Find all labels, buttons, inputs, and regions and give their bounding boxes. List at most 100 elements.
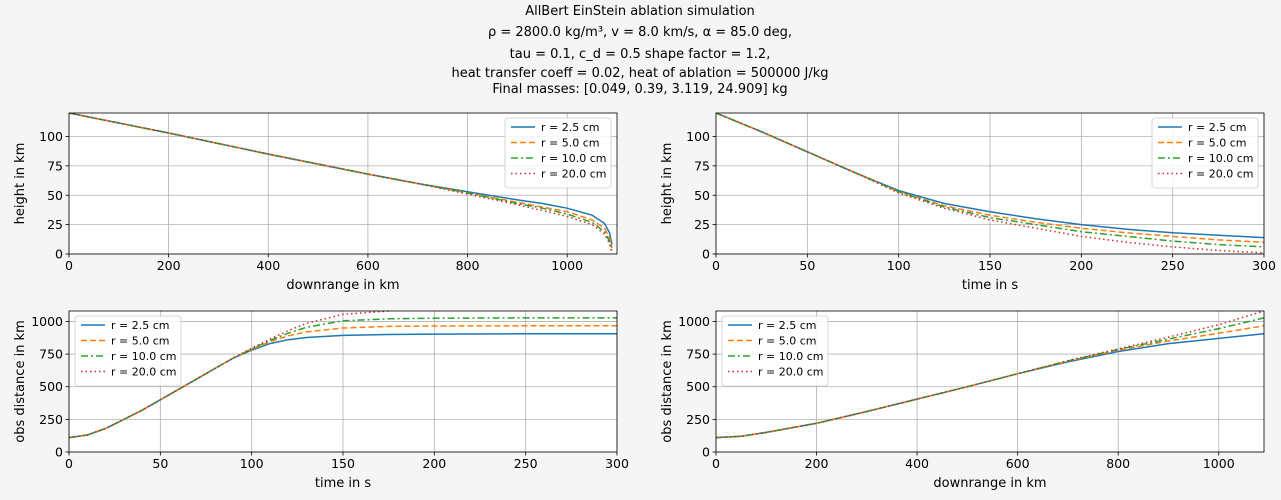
x-tick-label: 300	[605, 456, 629, 471]
y-tick-label: 750	[686, 347, 710, 362]
y-tick-label: 0	[702, 247, 710, 262]
suptitle: AllBert EinStein ablation simulation ρ =…	[451, 4, 828, 97]
x-tick-label: 200	[157, 258, 181, 273]
y-tick-label: 0	[55, 247, 63, 262]
x-tick-label: 50	[152, 456, 168, 471]
legend-label: r = 20.0 cm	[1188, 168, 1253, 181]
series-group	[716, 113, 1264, 254]
legend-label: r = 20.0 cm	[541, 168, 606, 181]
x-tick-label: 200	[805, 456, 829, 471]
series-line-20.0cm	[69, 113, 613, 253]
series-group	[69, 113, 613, 253]
x-tick-label: 0	[65, 258, 73, 273]
y-tick-label: 50	[694, 188, 710, 203]
y-tick-label: 1000	[31, 314, 63, 329]
y-axis-label: obs distance in km	[660, 320, 675, 443]
x-tick-label: 300	[1252, 258, 1276, 273]
legend-label: r = 20.0 cm	[758, 366, 823, 379]
series-line-20.0cm	[716, 311, 1264, 439]
x-tick-label: 1000	[1203, 456, 1235, 471]
legend-label: r = 5.0 cm	[541, 137, 600, 150]
legend-box	[504, 117, 612, 189]
legend-label: r = 5.0 cm	[758, 335, 817, 348]
series-line-20.0cm	[716, 113, 1264, 254]
x-tick-label: 100	[887, 258, 911, 273]
y-tick-label: 25	[694, 217, 710, 232]
x-tick-label: 0	[65, 456, 73, 471]
legend: r = 2.5 cm r = 5.0 cm r = 10.0 cm r = 20.0 …	[1151, 117, 1259, 189]
y-tick-label: 25	[47, 217, 63, 232]
legend-label: r = 5.0 cm	[111, 335, 170, 348]
y-axis-label: height in km	[13, 143, 28, 225]
legend-label: r = 20.0 cm	[111, 366, 176, 379]
x-tick-label: 150	[331, 456, 355, 471]
y-tick-label: 50	[47, 188, 63, 203]
y-tick-label: 0	[55, 445, 63, 460]
x-tick-label: 0	[712, 258, 720, 273]
legend-label: r = 10.0 cm	[1188, 152, 1253, 165]
legend-label: r = 10.0 cm	[111, 350, 176, 363]
legend-box	[1151, 117, 1259, 189]
chart-3: 0 50 100 150 200 250 300 0 250 500 750 1000 time in …	[13, 310, 629, 491]
legend: r = 2.5 cm r = 5.0 cm r = 10.0 cm r = 20.0 …	[721, 315, 829, 387]
x-tick-label: 1000	[551, 258, 583, 273]
y-tick-label: 0	[702, 445, 710, 460]
x-tick-label: 200	[422, 456, 446, 471]
x-tick-label: 800	[1106, 456, 1130, 471]
x-tick-label: 250	[1161, 258, 1185, 273]
series-group	[69, 311, 617, 439]
chart-4: 0 200 400 600 800 1000 0 250 500 750 1000 downrange…	[660, 310, 1265, 491]
legend-label: r = 2.5 cm	[541, 121, 600, 134]
legend-label: r = 5.0 cm	[1188, 137, 1247, 150]
y-tick-label: 100	[39, 129, 63, 144]
suptitle-line-1: AllBert EinStein ablation simulation	[525, 4, 755, 19]
series-group	[716, 311, 1264, 439]
chart-2: 0 50 100 150 200 250 300 0 25 50 75 100 time in s hei…	[660, 112, 1276, 293]
x-axis-label: time in s	[315, 476, 371, 491]
chart-1: 0 200 400 600 800 1000 0 25 50 75 100 downrange in …	[13, 112, 618, 293]
axes-frame	[715, 310, 1265, 453]
legend-label: r = 2.5 cm	[1188, 121, 1247, 134]
legend: r = 2.5 cm r = 5.0 cm r = 10.0 cm r = 20.0 …	[74, 315, 182, 387]
legend-label: r = 2.5 cm	[758, 319, 817, 332]
y-axis-label: obs distance in km	[13, 320, 28, 443]
x-tick-label: 250	[514, 456, 538, 471]
suptitle-line-4: heat transfer coeff = 0.02, heat of abla…	[451, 66, 828, 81]
legend: r = 2.5 cm r = 5.0 cm r = 10.0 cm r = 20.0 …	[504, 117, 612, 189]
legend-box	[74, 315, 182, 387]
legend-box	[721, 315, 829, 387]
legend-label: r = 10.0 cm	[758, 350, 823, 363]
x-axis-label: downrange in km	[933, 476, 1046, 491]
y-tick-label: 75	[47, 158, 63, 173]
x-tick-label: 600	[356, 258, 380, 273]
x-tick-label: 800	[456, 258, 480, 273]
x-tick-label: 50	[799, 258, 815, 273]
y-tick-label: 500	[686, 379, 710, 394]
y-axis-label: height in km	[660, 143, 675, 225]
suptitle-line-5: Final masses: [0.049, 0.39, 3.119, 24.90…	[492, 82, 787, 97]
y-tick-label: 750	[39, 347, 63, 362]
y-tick-label: 75	[694, 158, 710, 173]
suptitle-line-2: ρ = 2800.0 kg/m³, v = 8.0 km/s, α = 85.0…	[488, 25, 792, 40]
suptitle-line-3: tau = 0.1, c_d = 0.5 shape factor = 1.2,	[510, 47, 771, 62]
x-tick-label: 150	[978, 258, 1002, 273]
legend-label: r = 10.0 cm	[541, 152, 606, 165]
x-axis-label: downrange in km	[286, 278, 399, 293]
y-tick-label: 250	[39, 412, 63, 427]
y-tick-label: 1000	[678, 314, 710, 329]
y-tick-label: 250	[686, 412, 710, 427]
x-tick-label: 400	[256, 258, 280, 273]
legend-label: r = 2.5 cm	[111, 319, 170, 332]
series-line-10.0cm	[69, 113, 613, 251]
x-axis-label: time in s	[962, 278, 1018, 293]
y-tick-label: 100	[686, 129, 710, 144]
x-tick-label: 400	[905, 456, 929, 471]
x-tick-label: 200	[1069, 258, 1093, 273]
y-tick-label: 500	[39, 379, 63, 394]
x-tick-label: 100	[240, 456, 264, 471]
axes-frame	[68, 112, 618, 255]
x-tick-label: 0	[712, 456, 720, 471]
series-line-10.0cm	[69, 317, 617, 439]
x-tick-label: 600	[1006, 456, 1030, 471]
